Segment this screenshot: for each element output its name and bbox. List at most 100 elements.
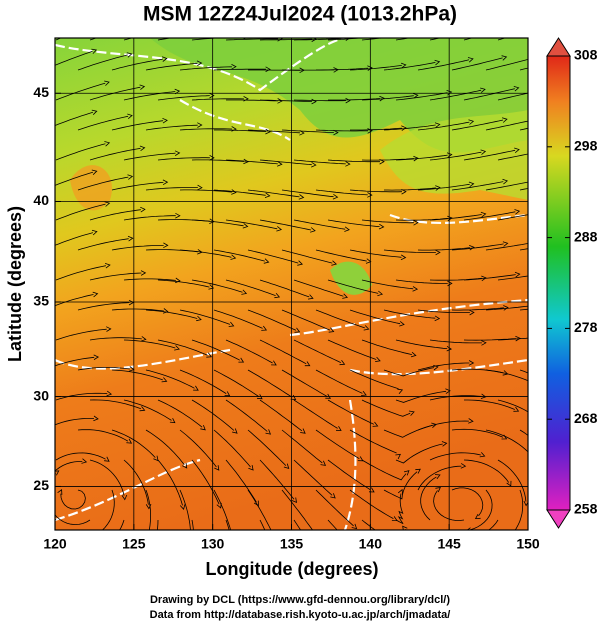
streamline-arrow [121, 494, 128, 501]
streamline-arrow [433, 364, 439, 371]
streamline [497, 337, 528, 341]
streamline-arrow [571, 302, 576, 307]
streamline-arrow [342, 293, 348, 299]
streamline [89, 147, 141, 161]
streamline [429, 151, 482, 161]
streamline-arrow [179, 504, 186, 511]
x-axis-label: Longitude (degrees) [205, 559, 378, 579]
y-tick-label: 25 [33, 477, 49, 493]
streamline [383, 309, 436, 319]
streamline [55, 514, 91, 526]
streamline-arrow [276, 226, 283, 232]
streamline [111, 369, 163, 381]
streamline-arrow [506, 536, 511, 541]
isotherm [55, 38, 346, 92]
streamline-arrow [243, 158, 249, 165]
streamline [497, 275, 528, 281]
streamline-arrow [501, 55, 508, 61]
streamline [315, 489, 354, 527]
streamline [497, 459, 527, 502]
streamline-arrow [307, 294, 314, 300]
streamline [191, 399, 235, 431]
streamline [213, 249, 265, 262]
streamline [514, 489, 524, 530]
streamline-arrow [479, 25, 484, 30]
streamline-arrow [400, 254, 407, 261]
streamline-arrow [209, 92, 215, 99]
streamline-arrow [138, 566, 143, 571]
streamline-arrow [311, 38, 317, 42]
streamline-arrow [297, 260, 304, 266]
streamline-arrow [335, 425, 342, 431]
streamline [349, 429, 397, 454]
streamline [179, 249, 232, 258]
streamline [89, 272, 142, 281]
streamline-arrow [103, 19, 108, 24]
streamline-arrow [397, 529, 398, 530]
streamline [247, 309, 297, 331]
streamline [259, 279, 310, 298]
streamline [315, 249, 367, 262]
streamline [55, 265, 106, 281]
streamline [451, 181, 504, 191]
streamline [123, 339, 176, 349]
streamline-arrow [401, 125, 407, 131]
streamline-arrow [128, 299, 135, 306]
streamline-arrow [294, 327, 301, 333]
colorbar-max-arrow [546, 37, 571, 57]
streamline-arrow [480, 149, 487, 155]
streamline-arrow [232, 428, 238, 434]
streamline-arrow [412, 93, 419, 99]
streamline [383, 471, 418, 500]
streamline [191, 339, 240, 361]
streamline-arrow [514, 271, 521, 278]
streamline-arrow [344, 226, 350, 232]
streamline [60, 489, 86, 510]
streamline-arrow [104, 80, 110, 86]
streamline [383, 249, 436, 253]
streamline [315, 369, 363, 394]
streamline-arrow [468, 181, 475, 188]
streamline [213, 189, 266, 196]
isotherm [55, 348, 231, 370]
streamline-arrow [206, 352, 213, 358]
streamline-arrow [467, 57, 474, 63]
streamline-arrow [241, 289, 248, 295]
title: MSM 12Z24Jul2024 (1013.2hPa) [143, 3, 457, 26]
streamline-arrow [197, 122, 203, 128]
streamline-arrow [345, 97, 351, 104]
streamline [157, 399, 203, 428]
streamline-arrow [274, 292, 281, 299]
streamline-arrow [331, 260, 338, 266]
streamline [281, 429, 323, 464]
streamline [55, 171, 94, 186]
streamline [349, 369, 399, 390]
streamline-arrow [106, 326, 112, 332]
streamline [293, 219, 346, 230]
streamline [315, 429, 360, 460]
streamline-arrow [57, 489, 63, 495]
streamline [349, 189, 403, 193]
x-tick-label: 120 [43, 536, 67, 552]
streamline [281, 309, 331, 331]
streamline [384, 187, 436, 191]
x-tick-label: 140 [359, 536, 383, 552]
streamline-arrow [310, 227, 316, 233]
streamline-arrow [304, 361, 311, 367]
streamline [395, 339, 448, 349]
streamline [463, 149, 516, 161]
streamline [179, 66, 232, 71]
streamline [225, 519, 230, 530]
streamline-arrow [431, 549, 436, 554]
streamline [361, 519, 376, 530]
streamline-arrow [277, 38, 283, 42]
streamline-arrow [502, 178, 508, 185]
streamline [55, 38, 62, 41]
streamline-arrow [46, 499, 51, 503]
streamline-arrow [139, 84, 146, 90]
streamline-arrow [248, 465, 254, 471]
streamline [22, 504, 44, 550]
streamline [55, 50, 93, 66]
streamline-arrow [413, 220, 419, 226]
streamline [316, 67, 369, 71]
